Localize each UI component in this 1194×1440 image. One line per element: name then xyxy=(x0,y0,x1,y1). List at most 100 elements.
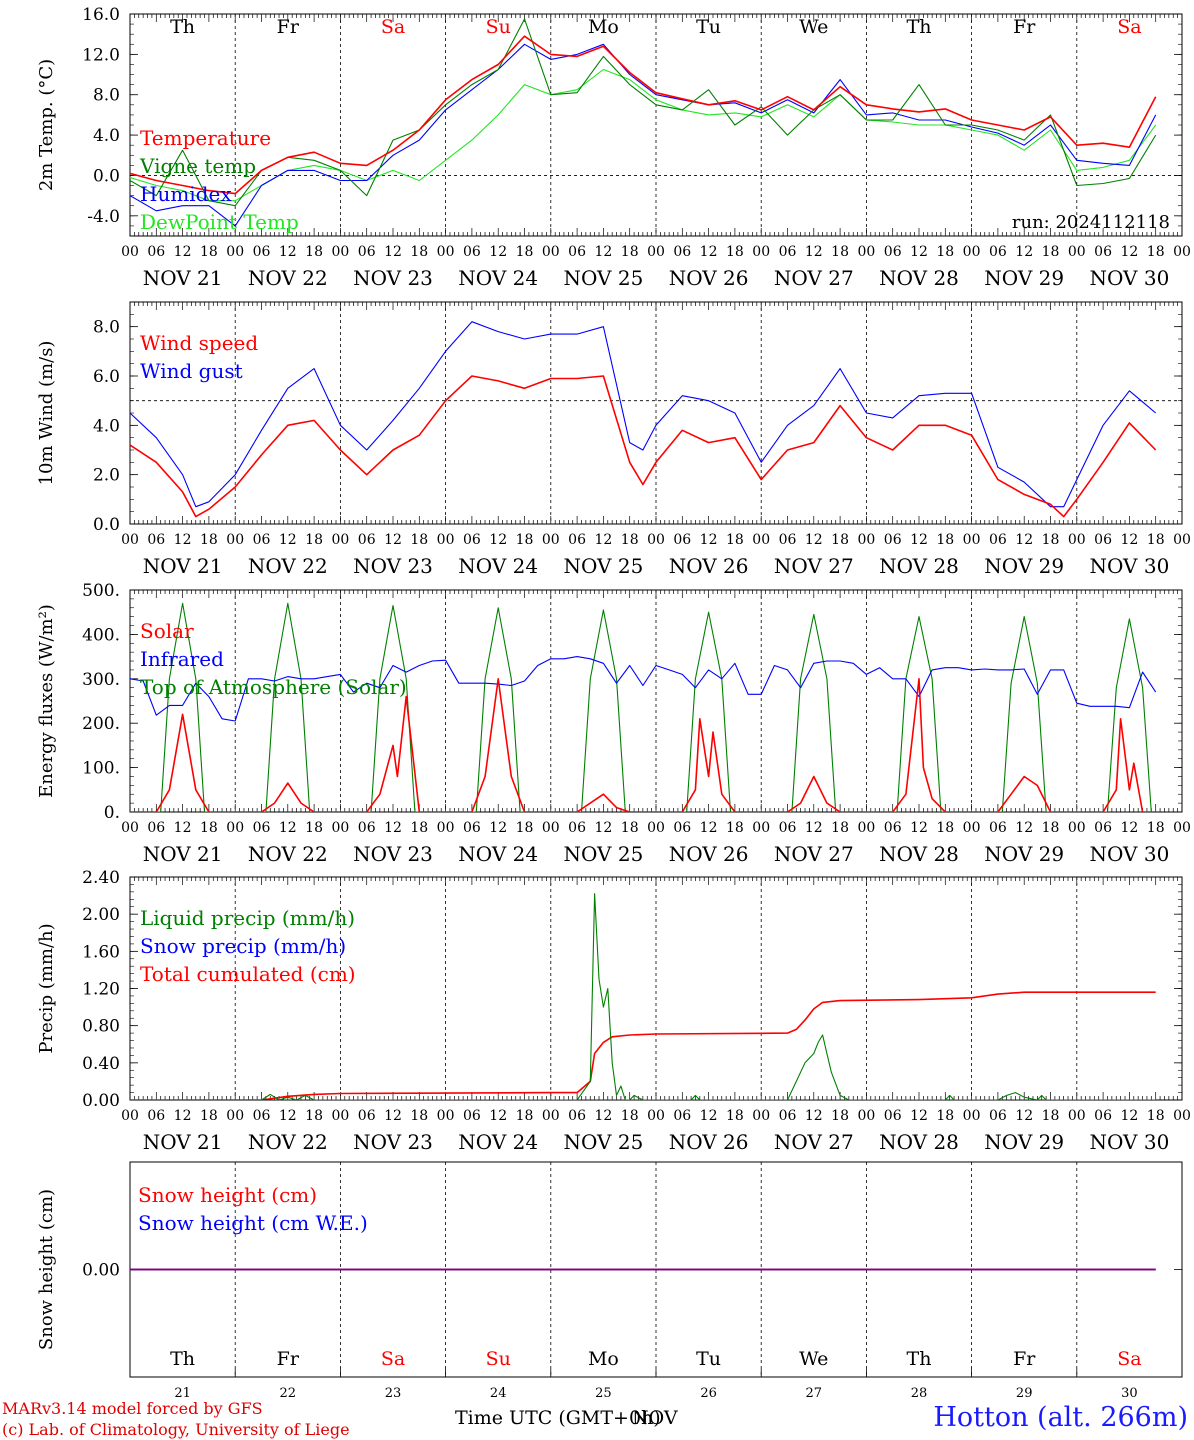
hour-tick-label: 12 xyxy=(279,244,297,260)
hour-tick-label: 12 xyxy=(910,532,928,548)
hour-tick-label: 00 xyxy=(1068,1108,1086,1124)
date-label: NOV 24 xyxy=(458,1130,538,1154)
hour-tick-label: 12 xyxy=(1120,1108,1138,1124)
hour-tick-label: 18 xyxy=(410,1108,428,1124)
hour-tick-label: 06 xyxy=(779,244,797,260)
date-label: NOV 23 xyxy=(353,1130,433,1154)
day-number-label: 29 xyxy=(1016,1386,1033,1401)
hour-tick-label: 00 xyxy=(647,244,665,260)
hour-tick-label: 12 xyxy=(700,820,718,836)
date-label: NOV 27 xyxy=(774,842,854,866)
hour-tick-label: 00 xyxy=(857,244,875,260)
hour-tick-label: 00 xyxy=(226,1108,244,1124)
legend-entry: Humidex xyxy=(140,182,232,206)
hour-tick-label: 06 xyxy=(1094,820,1112,836)
hour-tick-label: 00 xyxy=(226,244,244,260)
hour-tick-label: 06 xyxy=(253,1108,271,1124)
hour-tick-label: 06 xyxy=(463,532,481,548)
hour-tick-label: 06 xyxy=(989,1108,1007,1124)
hour-tick-label: 06 xyxy=(673,1108,691,1124)
hour-tick-label: 12 xyxy=(1120,532,1138,548)
y-tick-label: 16.0 xyxy=(82,5,120,25)
hour-tick-label: 00 xyxy=(437,1108,455,1124)
hour-tick-label: 00 xyxy=(1173,1108,1191,1124)
hour-tick-label: 00 xyxy=(1068,532,1086,548)
hour-tick-label: 12 xyxy=(384,532,402,548)
hour-tick-label: 06 xyxy=(147,532,165,548)
hour-tick-label: 00 xyxy=(226,532,244,548)
weekday-label: Fr xyxy=(1013,1348,1036,1370)
weekday-label: Th xyxy=(907,1348,932,1370)
hour-tick-label: 18 xyxy=(621,532,639,548)
hour-tick-label: 12 xyxy=(594,820,612,836)
hour-tick-label: 00 xyxy=(1173,820,1191,836)
hour-tick-label: 18 xyxy=(305,532,323,548)
hour-tick-label: 06 xyxy=(568,1108,586,1124)
date-label: NOV 30 xyxy=(1090,842,1170,866)
hour-tick-label: 00 xyxy=(1068,244,1086,260)
y-tick-label: 2.40 xyxy=(82,868,120,888)
hour-tick-label: 12 xyxy=(384,1108,402,1124)
hour-tick-label: 18 xyxy=(831,532,849,548)
y-tick-label: 2.0 xyxy=(93,466,120,486)
legend-entry: DewPoint Temp xyxy=(140,210,299,234)
series-line-top-of-atmosphere-solar- xyxy=(130,602,1152,812)
hour-tick-label: 12 xyxy=(910,820,928,836)
hour-tick-label: 00 xyxy=(963,1108,981,1124)
y-tick-label: 6.0 xyxy=(93,367,120,387)
y-tick-label: 4.0 xyxy=(93,416,120,436)
hour-tick-label: 12 xyxy=(700,1108,718,1124)
hour-tick-label: 18 xyxy=(621,1108,639,1124)
weekday-label: Th xyxy=(170,1348,195,1370)
y-tick-label: 4.0 xyxy=(93,126,120,146)
hour-tick-label: 06 xyxy=(673,532,691,548)
hour-tick-label: 00 xyxy=(752,1108,770,1124)
station-name: Hotton (alt. 266m) xyxy=(933,1402,1188,1433)
date-label: NOV 26 xyxy=(669,554,749,578)
y-tick-label: 0.0 xyxy=(93,515,120,535)
date-label: NOV 28 xyxy=(879,842,959,866)
weekday-label: Fr xyxy=(277,16,300,38)
weekday-label: Th xyxy=(907,16,932,38)
weekday-label: Tu xyxy=(696,1348,721,1370)
y-tick-label: 0.0 xyxy=(93,166,120,186)
weekday-label: Tu xyxy=(696,16,721,38)
legend-entry: Top of Atmosphere (Solar) xyxy=(140,675,407,699)
date-label: NOV 25 xyxy=(564,842,644,866)
series-line-dewpoint-temp xyxy=(130,68,1157,202)
hour-tick-label: 18 xyxy=(726,244,744,260)
series-line-wind-speed xyxy=(130,375,1157,518)
date-label: NOV 30 xyxy=(1090,1130,1170,1154)
hour-tick-label: 00 xyxy=(437,532,455,548)
hour-tick-label: 18 xyxy=(200,244,218,260)
series-line-infrared xyxy=(130,656,1157,722)
y-tick-label: 0.80 xyxy=(82,1017,120,1037)
series-group xyxy=(130,18,1157,227)
hour-tick-label: 00 xyxy=(121,244,139,260)
hour-tick-label: 18 xyxy=(305,1108,323,1124)
hour-tick-label: 00 xyxy=(857,1108,875,1124)
hour-tick-label: 00 xyxy=(1173,244,1191,260)
hour-tick-label: 18 xyxy=(831,1108,849,1124)
legend-entry: Infrared xyxy=(140,647,224,671)
y-tick-label: 0. xyxy=(104,803,120,823)
hour-tick-label: 06 xyxy=(1094,1108,1112,1124)
weekday-label: Su xyxy=(486,16,511,38)
date-label: NOV 21 xyxy=(143,266,223,290)
hour-tick-label: 12 xyxy=(1120,820,1138,836)
hour-tick-label: 12 xyxy=(489,244,507,260)
hour-tick-label: 06 xyxy=(253,244,271,260)
day-number-label: 30 xyxy=(1121,1386,1138,1401)
hour-tick-label: 12 xyxy=(1120,244,1138,260)
hour-tick-label: 12 xyxy=(700,244,718,260)
y-tick-label: 8.0 xyxy=(93,86,120,106)
hour-tick-label: 06 xyxy=(358,532,376,548)
hour-tick-label: 06 xyxy=(463,820,481,836)
hour-tick-label: 18 xyxy=(1147,532,1165,548)
hour-tick-label: 00 xyxy=(121,820,139,836)
y-tick-label: 2.00 xyxy=(82,905,120,925)
hour-tick-label: 00 xyxy=(752,244,770,260)
hour-tick-label: 00 xyxy=(121,532,139,548)
hour-tick-label: 12 xyxy=(384,244,402,260)
hour-tick-label: 06 xyxy=(1094,532,1112,548)
